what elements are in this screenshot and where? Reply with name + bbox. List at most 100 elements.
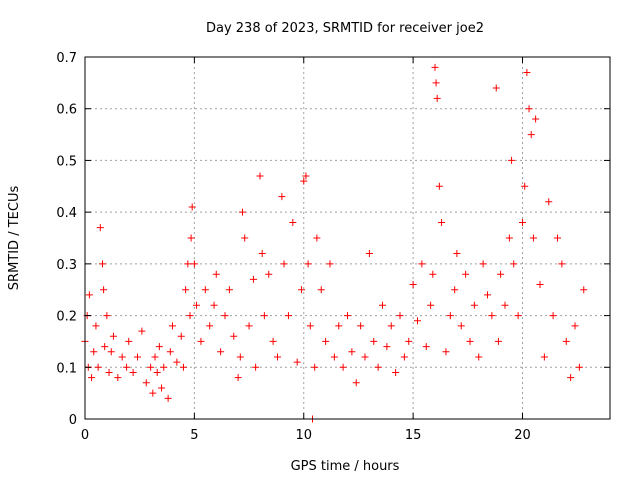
data-point (160, 363, 168, 371)
data-point (269, 337, 277, 345)
data-point (169, 322, 176, 330)
data-point (580, 286, 588, 294)
data-point (427, 301, 435, 309)
data-point (317, 286, 325, 294)
data-point (365, 250, 373, 258)
data-point (125, 337, 133, 345)
data-point (258, 250, 266, 258)
data-point (138, 327, 146, 335)
data-point (442, 348, 450, 356)
data-point (101, 343, 109, 351)
data-point (236, 353, 244, 361)
data-point (431, 63, 439, 71)
y-tick-label: 0.1 (56, 361, 77, 376)
data-point (252, 363, 260, 371)
data-point (540, 353, 548, 361)
plot-frame (84, 56, 611, 420)
data-point (501, 301, 509, 309)
data-point (494, 337, 502, 345)
data-point (99, 260, 106, 268)
data-point (575, 363, 583, 371)
data-point (217, 348, 225, 356)
data-point (88, 374, 96, 382)
data-point (129, 368, 137, 376)
points-layer (81, 63, 588, 423)
data-point (505, 234, 513, 242)
data-point (142, 379, 150, 387)
data-point (374, 363, 382, 371)
data-point (225, 286, 233, 294)
data-point (197, 337, 205, 345)
data-point (274, 353, 281, 361)
y-tick-label: 0.2 (56, 310, 77, 325)
data-point (529, 234, 537, 242)
y-tick-label: 0.3 (56, 258, 77, 273)
data-point (241, 234, 249, 242)
data-point (90, 348, 98, 356)
y-tick-label: 0.7 (56, 51, 77, 66)
data-point (304, 260, 312, 268)
data-point (545, 198, 553, 206)
data-point (339, 363, 347, 371)
data-point (532, 115, 540, 123)
data-point (475, 353, 483, 361)
y-tick-label: 0.6 (56, 103, 77, 118)
data-point (134, 353, 141, 361)
data-point (164, 394, 172, 402)
data-point (433, 94, 441, 102)
data-point (265, 270, 273, 278)
data-point (206, 322, 214, 330)
data-point (234, 374, 242, 382)
tick-labels-layer: 0 0.1 0.2 0.3 0.4 0.5 0.6 0.7 0 5 10 15 20 (56, 51, 530, 443)
data-point (300, 177, 308, 185)
data-point (322, 337, 330, 345)
data-point (149, 389, 157, 397)
data-point (466, 337, 474, 345)
data-point (313, 234, 321, 242)
data-point (330, 353, 338, 361)
data-point (409, 281, 417, 289)
data-point (562, 337, 570, 345)
data-point (85, 291, 93, 299)
data-point (549, 312, 557, 320)
data-point (289, 218, 297, 226)
data-point (221, 312, 229, 320)
data-point (177, 332, 185, 340)
data-point (396, 312, 404, 320)
data-point (383, 343, 391, 351)
data-point (510, 260, 518, 268)
data-point (508, 156, 516, 164)
data-point (210, 301, 218, 309)
data-point (190, 260, 198, 268)
data-point (438, 218, 446, 226)
data-point (302, 172, 310, 180)
data-point (536, 281, 544, 289)
data-point (184, 260, 192, 268)
data-point (109, 332, 117, 340)
y-tick-label: 0.5 (56, 154, 77, 169)
data-point (429, 270, 437, 278)
data-point (153, 368, 161, 376)
data-point (256, 172, 264, 180)
data-point (245, 322, 253, 330)
data-point (432, 79, 440, 87)
data-point (105, 368, 113, 376)
data-point (335, 322, 343, 330)
data-point (484, 291, 491, 299)
chart-title: Day 238 of 2023, SRMTID for receiver joe… (206, 21, 484, 36)
data-point (348, 348, 356, 356)
data-point (186, 312, 194, 320)
data-point (249, 275, 257, 283)
x-tick-label: 0 (81, 428, 89, 443)
data-point (94, 363, 102, 371)
data-point (201, 286, 209, 294)
data-point (479, 260, 487, 268)
data-point (514, 312, 522, 320)
data-point (453, 250, 461, 258)
data-point (519, 218, 526, 226)
data-point (155, 343, 163, 351)
x-tick-label: 10 (295, 428, 312, 443)
x-axis-label: GPS time / hours (291, 459, 400, 474)
data-point (92, 322, 100, 330)
